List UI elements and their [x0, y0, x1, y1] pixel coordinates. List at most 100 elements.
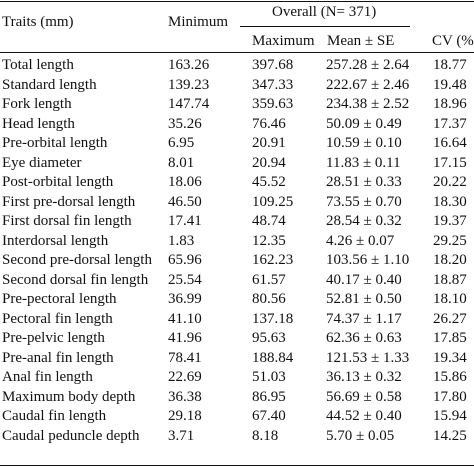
cv-cell: 14.25 [433, 427, 467, 444]
trait-cell: Second pre-dorsal length [2, 252, 152, 268]
minimum-cell: 29.18 [168, 408, 202, 424]
minimum-cell: 139.23 [168, 76, 210, 93]
mean-cell: 10.59 ± 0.10 [326, 135, 402, 151]
maximum-cell: 61.57 [252, 271, 286, 288]
cv-cell: 29.25 [433, 232, 467, 249]
mean-cell: 11.83 ± 0.11 [326, 154, 401, 171]
mean-cell: 36.13 ± 0.32 [326, 369, 402, 385]
maximum-cell: 8.18 [252, 427, 279, 444]
cv-cell: 15.94 [433, 408, 467, 424]
header-cell: Overall (N= 371) [272, 4, 377, 20]
minimum-cell: 18.06 [168, 174, 202, 190]
minimum-cell: 17.41 [168, 213, 202, 229]
mean-cell: 234.38 ± 2.52 [326, 96, 410, 112]
minimum-cell: 147.74 [168, 96, 210, 112]
top-rule [0, 1, 474, 2]
header-cell: Mean ± SE [327, 33, 395, 49]
trait-cell: Standard length [2, 76, 97, 93]
trait-cell: First dorsal fin length [2, 213, 132, 229]
mean-cell: 5.70 ± 0.05 [326, 427, 395, 444]
mean-cell: 74.37 ± 1.17 [326, 310, 402, 327]
minimum-cell: 3.71 [168, 427, 195, 444]
cv-cell: 20.22 [433, 174, 467, 190]
cv-cell: 17.85 [433, 330, 467, 346]
trait-cell: First pre-dorsal length [2, 193, 136, 210]
minimum-cell: 163.26 [168, 57, 210, 73]
mean-cell: 257.28 ± 2.64 [326, 57, 410, 73]
maximum-cell: 20.94 [252, 154, 286, 171]
header-rule [0, 52, 474, 53]
trait-cell: Pre-pectoral length [2, 291, 117, 307]
maximum-cell: 347.33 [252, 76, 294, 93]
cv-cell: 18.30 [433, 193, 467, 210]
maximum-cell: 12.35 [252, 232, 286, 249]
mean-cell: 50.09 ± 0.49 [326, 115, 402, 132]
cv-cell: 16.64 [433, 135, 467, 151]
mean-cell: 4.26 ± 0.07 [326, 232, 395, 249]
cv-cell: 18.10 [433, 291, 467, 307]
span-rule [240, 26, 410, 27]
maximum-cell: 67.40 [252, 408, 286, 424]
cv-cell: 17.80 [433, 388, 467, 405]
trait-cell: Pre-pelvic length [2, 330, 105, 346]
minimum-cell: 22.69 [168, 369, 202, 385]
maximum-cell: 86.95 [252, 388, 286, 405]
maximum-cell: 76.46 [252, 115, 286, 132]
maximum-cell: 80.56 [252, 291, 286, 307]
trait-cell: Pre-orbital length [2, 135, 108, 151]
maximum-cell: 397.68 [252, 57, 294, 73]
maximum-cell: 162.23 [252, 252, 294, 268]
maximum-cell: 109.25 [252, 193, 294, 210]
maximum-cell: 359.63 [252, 96, 294, 112]
minimum-cell: 1.83 [168, 232, 195, 249]
header-cell: Traits (mm) [2, 14, 74, 30]
cv-cell: 18.20 [433, 252, 467, 268]
header-cell: CV (% [432, 33, 474, 49]
trait-cell: Maximum body depth [2, 388, 136, 405]
minimum-cell: 41.96 [168, 330, 202, 346]
minimum-cell: 36.99 [168, 291, 202, 307]
mean-cell: 44.52 ± 0.40 [326, 408, 402, 424]
mean-cell: 56.69 ± 0.58 [326, 388, 402, 405]
mean-cell: 222.67 ± 2.46 [326, 76, 410, 93]
minimum-cell: 6.95 [168, 135, 195, 151]
trait-cell: Fork length [2, 96, 72, 112]
mean-cell: 28.51 ± 0.33 [326, 174, 402, 190]
mean-cell: 52.81 ± 0.50 [326, 291, 402, 307]
mean-cell: 62.36 ± 0.63 [326, 330, 402, 346]
mean-cell: 121.53 ± 1.33 [326, 349, 410, 366]
maximum-cell: 188.84 [252, 349, 294, 366]
cv-cell: 17.15 [433, 154, 467, 171]
trait-cell: Total length [2, 57, 74, 73]
cv-cell: 18.77 [433, 57, 467, 73]
minimum-cell: 46.50 [168, 193, 202, 210]
maximum-cell: 137.18 [252, 310, 294, 327]
trait-cell: Caudal fin length [2, 408, 107, 424]
bottom-rule [0, 465, 474, 466]
trait-cell: Head length [2, 115, 75, 132]
minimum-cell: 35.26 [168, 115, 202, 132]
cv-cell: 15.86 [433, 369, 467, 385]
cv-cell: 17.37 [433, 115, 467, 132]
trait-cell: Caudal peduncle depth [2, 427, 140, 444]
maximum-cell: 51.03 [252, 369, 286, 385]
mean-cell: 103.56 ± 1.10 [326, 252, 410, 268]
cv-cell: 19.37 [433, 213, 467, 229]
maximum-cell: 95.63 [252, 330, 286, 346]
minimum-cell: 8.01 [168, 154, 195, 171]
mean-cell: 28.54 ± 0.32 [326, 213, 402, 229]
minimum-cell: 65.96 [168, 252, 202, 268]
mean-cell: 73.55 ± 0.70 [326, 193, 402, 210]
maximum-cell: 20.91 [252, 135, 286, 151]
trait-cell: Pre-anal fin length [2, 349, 114, 366]
maximum-cell: 45.52 [252, 174, 286, 190]
trait-cell: Second dorsal fin length [2, 271, 149, 288]
maximum-cell: 48.74 [252, 213, 286, 229]
header-cell: Maximum [252, 33, 315, 49]
trait-cell: Anal fin length [2, 369, 93, 385]
minimum-cell: 41.10 [168, 310, 202, 327]
cv-cell: 19.48 [433, 76, 467, 93]
cv-cell: 19.34 [433, 349, 467, 366]
trait-cell: Eye diameter [2, 154, 82, 171]
